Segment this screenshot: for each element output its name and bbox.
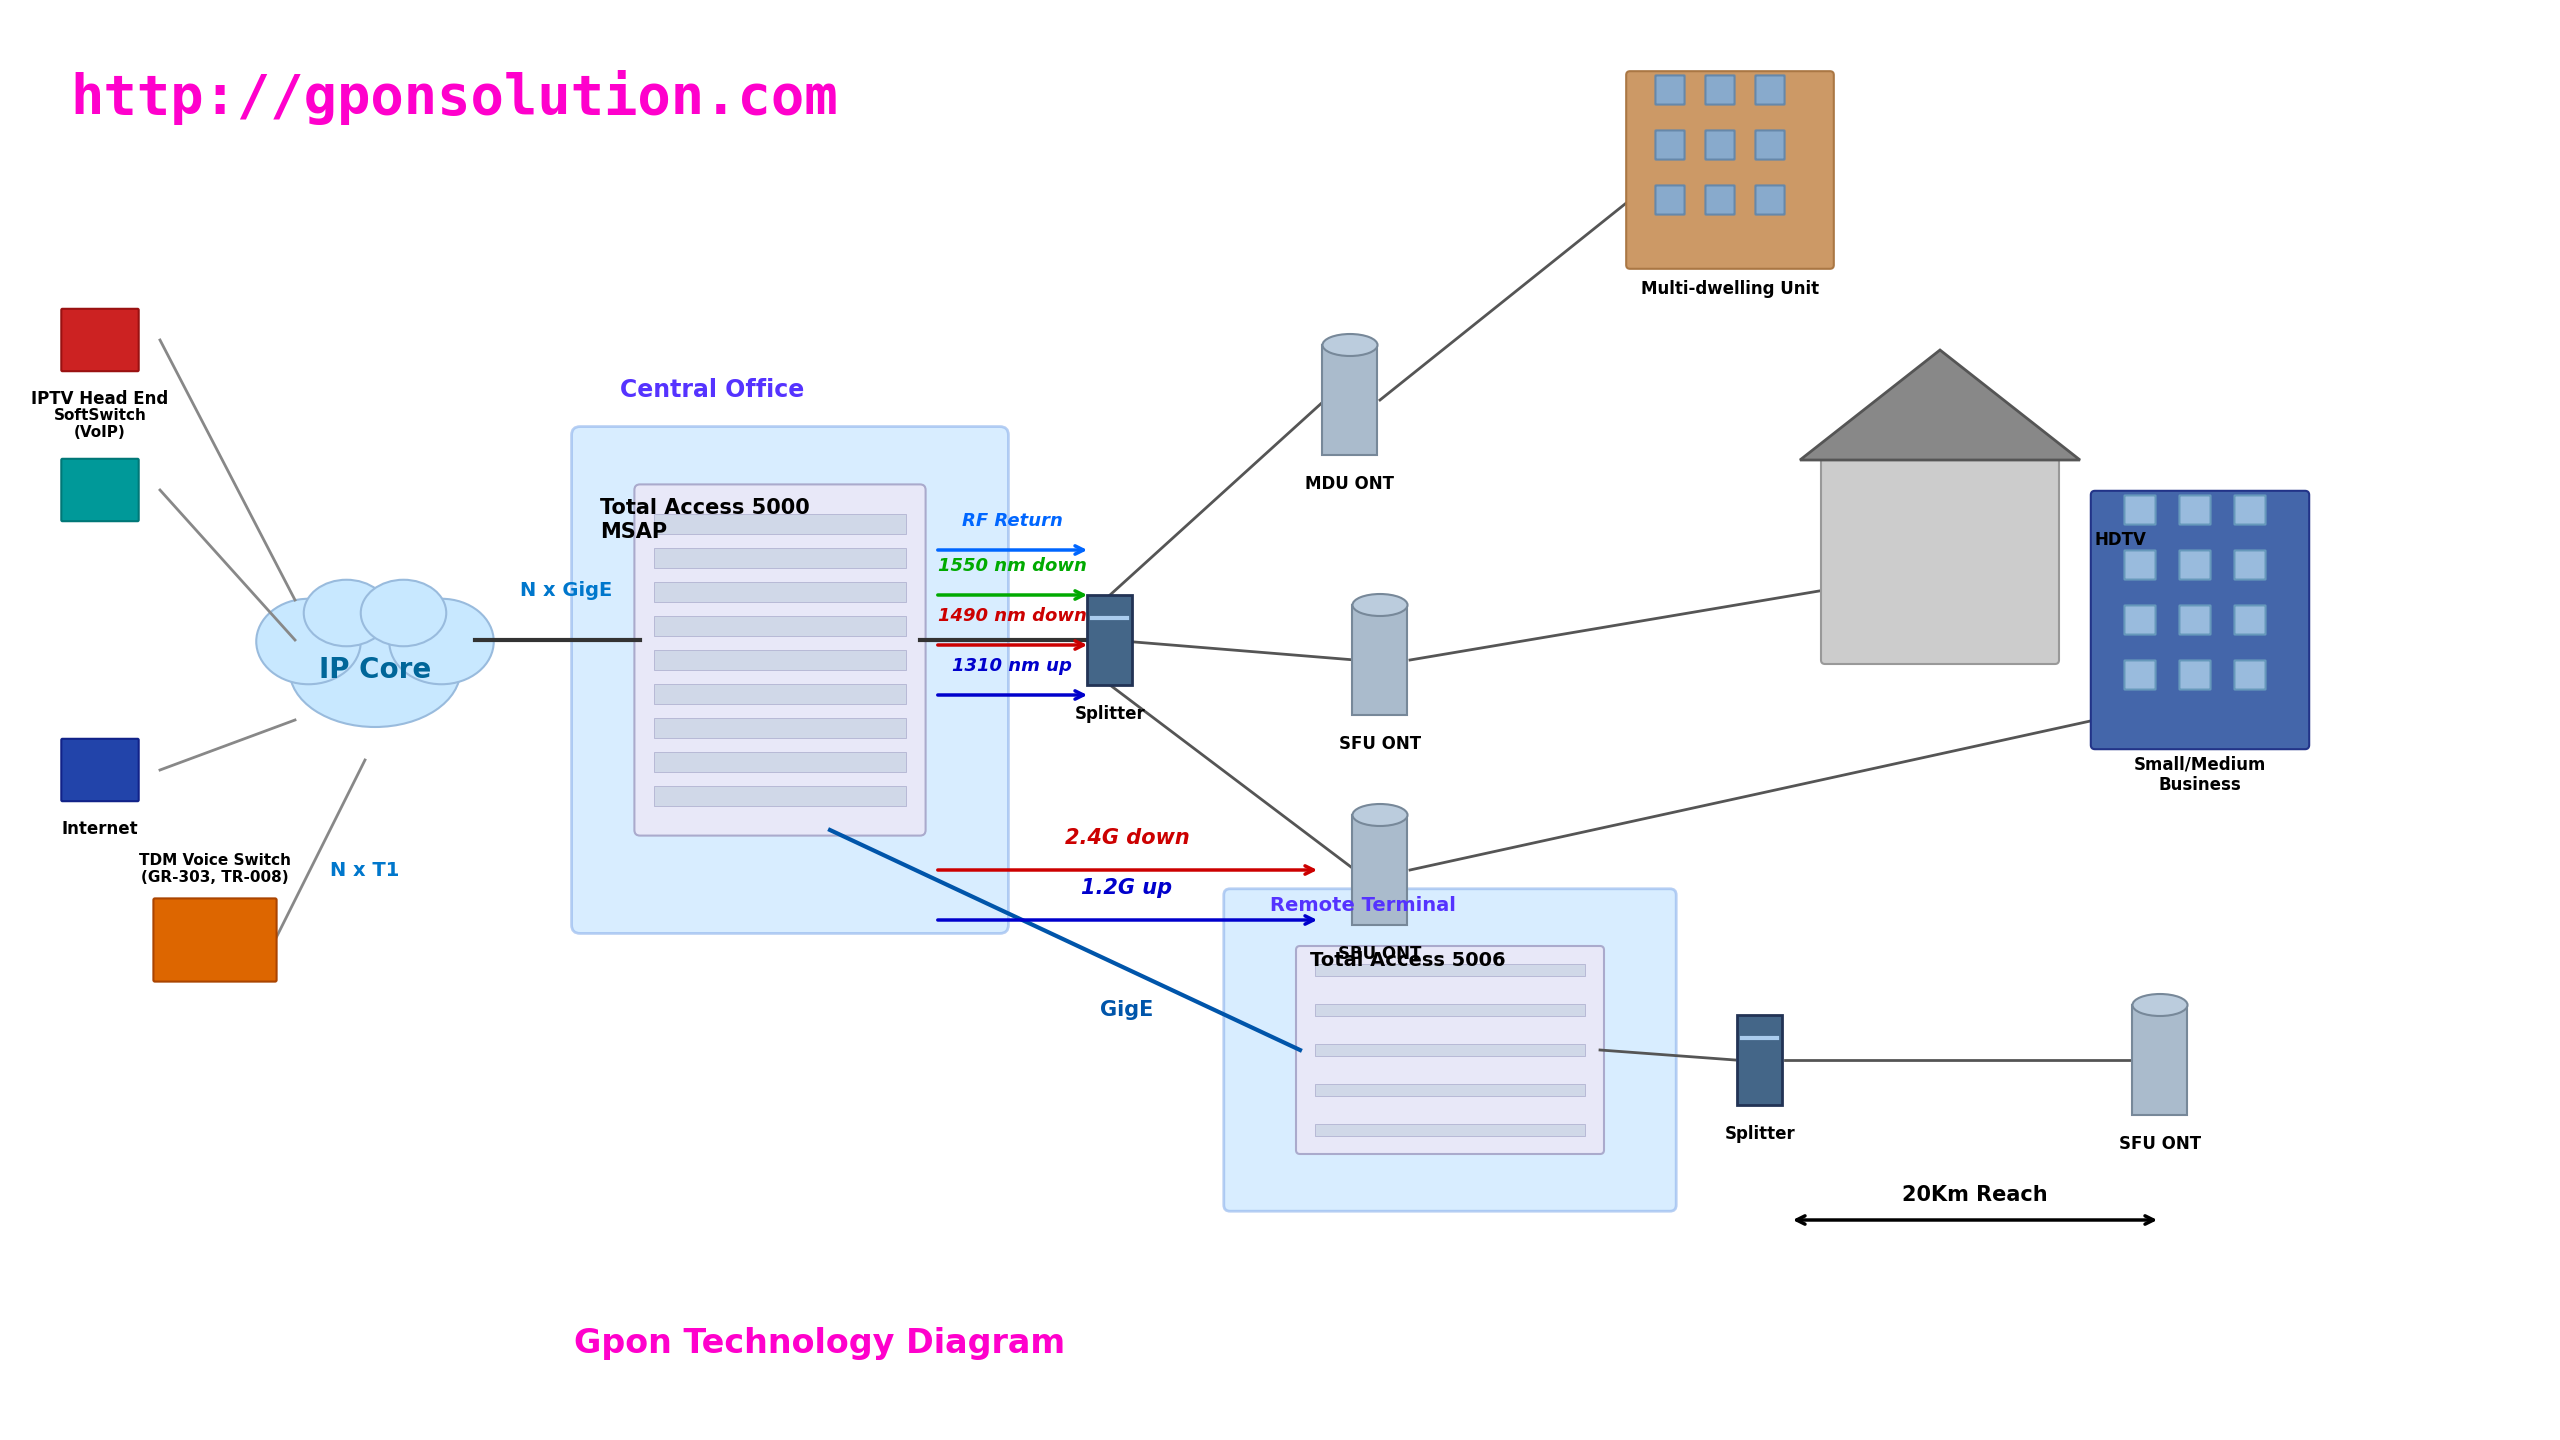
Ellipse shape	[389, 599, 494, 684]
Text: Total Access 5000
MSAP: Total Access 5000 MSAP	[599, 498, 809, 541]
Text: 1310 nm up: 1310 nm up	[952, 657, 1073, 675]
Bar	[653, 717, 906, 739]
Text: Gpon Technology Diagram: Gpon Technology Diagram	[573, 1328, 1065, 1359]
FancyBboxPatch shape	[1705, 75, 1736, 105]
FancyBboxPatch shape	[154, 899, 276, 982]
Text: http://gponsolution.com: http://gponsolution.com	[69, 71, 837, 125]
Ellipse shape	[2132, 994, 2186, 1017]
FancyBboxPatch shape	[2235, 495, 2266, 524]
Bar	[1316, 1125, 1585, 1136]
Bar	[653, 582, 906, 602]
FancyBboxPatch shape	[2179, 661, 2209, 690]
Ellipse shape	[305, 580, 389, 647]
FancyBboxPatch shape	[635, 484, 927, 835]
FancyBboxPatch shape	[61, 739, 138, 801]
Text: SFU ONT: SFU ONT	[1339, 734, 1421, 753]
Ellipse shape	[256, 599, 361, 684]
Bar	[653, 786, 906, 806]
Text: Small/Medium
Business: Small/Medium Business	[2135, 755, 2266, 793]
Ellipse shape	[1324, 334, 1377, 356]
Bar	[1088, 595, 1132, 685]
FancyBboxPatch shape	[61, 459, 138, 521]
Text: Splitter: Splitter	[1075, 706, 1144, 723]
FancyBboxPatch shape	[1224, 888, 1677, 1211]
Bar	[1352, 815, 1408, 924]
Text: IP Core: IP Core	[320, 657, 430, 684]
Text: 1.2G up: 1.2G up	[1080, 878, 1172, 899]
Text: Internet: Internet	[61, 819, 138, 838]
Text: 1550 nm down: 1550 nm down	[937, 557, 1085, 575]
Text: RF Return: RF Return	[963, 513, 1062, 530]
FancyBboxPatch shape	[2179, 550, 2209, 579]
Text: N x GigE: N x GigE	[520, 580, 612, 600]
Text: Multi-dwelling Unit: Multi-dwelling Unit	[1641, 279, 1820, 298]
Text: Central Office: Central Office	[620, 379, 804, 402]
Bar	[1324, 346, 1377, 455]
Text: 1490 nm down: 1490 nm down	[937, 608, 1085, 625]
FancyBboxPatch shape	[1705, 131, 1736, 160]
Bar	[1316, 1084, 1585, 1096]
FancyBboxPatch shape	[2125, 605, 2156, 635]
FancyBboxPatch shape	[1656, 75, 1684, 105]
Text: MDU ONT: MDU ONT	[1306, 475, 1395, 492]
FancyBboxPatch shape	[2125, 495, 2156, 524]
Text: GigE: GigE	[1101, 999, 1155, 1020]
Bar	[1738, 1015, 1782, 1104]
Text: SBU ONT: SBU ONT	[1339, 945, 1421, 963]
Bar	[1316, 1004, 1585, 1017]
Bar	[1316, 1044, 1585, 1056]
FancyBboxPatch shape	[61, 308, 138, 372]
Bar	[653, 547, 906, 569]
Ellipse shape	[289, 613, 461, 727]
FancyBboxPatch shape	[1656, 131, 1684, 160]
FancyBboxPatch shape	[1756, 186, 1784, 215]
Text: Total Access 5006: Total Access 5006	[1311, 950, 1505, 969]
FancyBboxPatch shape	[1705, 186, 1736, 215]
Text: TDM Voice Switch
(GR-303, TR-008): TDM Voice Switch (GR-303, TR-008)	[138, 852, 292, 886]
FancyBboxPatch shape	[2235, 661, 2266, 690]
Bar	[653, 514, 906, 534]
FancyBboxPatch shape	[1295, 946, 1605, 1153]
FancyBboxPatch shape	[2235, 605, 2266, 635]
Polygon shape	[1800, 350, 2079, 459]
FancyBboxPatch shape	[2092, 491, 2309, 749]
FancyBboxPatch shape	[2125, 661, 2156, 690]
Ellipse shape	[1352, 593, 1408, 616]
Bar	[1352, 605, 1408, 716]
Text: 20Km Reach: 20Km Reach	[1902, 1185, 2048, 1205]
Text: SFU ONT: SFU ONT	[2120, 1135, 2202, 1153]
Bar	[653, 649, 906, 670]
Text: SoftSwitch
(VoIP): SoftSwitch (VoIP)	[54, 408, 146, 441]
Bar	[653, 616, 906, 636]
FancyBboxPatch shape	[2125, 550, 2156, 579]
FancyBboxPatch shape	[1626, 71, 1833, 269]
Text: 2.4G down: 2.4G down	[1065, 828, 1190, 848]
Bar	[653, 752, 906, 772]
Bar	[2132, 1005, 2186, 1115]
Text: N x T1: N x T1	[330, 861, 399, 880]
FancyBboxPatch shape	[1756, 75, 1784, 105]
Text: HDTV: HDTV	[2094, 531, 2148, 549]
Bar	[1316, 963, 1585, 976]
FancyBboxPatch shape	[1756, 131, 1784, 160]
Ellipse shape	[1352, 804, 1408, 827]
Text: IPTV Head End: IPTV Head End	[31, 390, 169, 408]
FancyBboxPatch shape	[1656, 186, 1684, 215]
Text: Splitter: Splitter	[1725, 1125, 1795, 1143]
Bar	[653, 684, 906, 704]
FancyBboxPatch shape	[1820, 456, 2058, 664]
FancyBboxPatch shape	[2235, 550, 2266, 579]
FancyBboxPatch shape	[2179, 495, 2209, 524]
FancyBboxPatch shape	[2179, 605, 2209, 635]
Ellipse shape	[361, 580, 445, 647]
FancyBboxPatch shape	[571, 426, 1009, 933]
Text: Remote Terminal: Remote Terminal	[1270, 896, 1457, 914]
